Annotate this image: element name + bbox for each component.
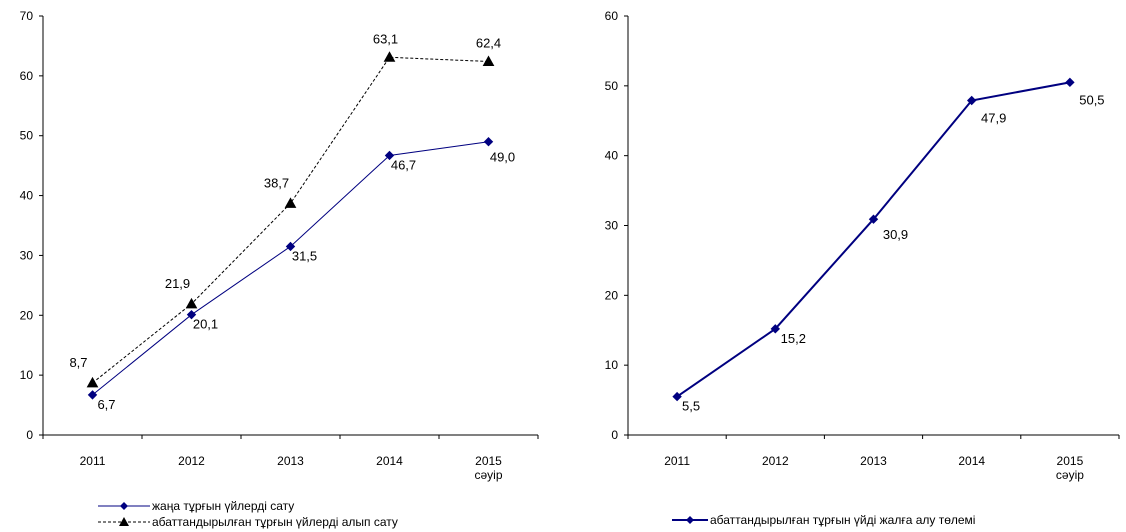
series-line [676,81,1071,398]
data-label: 21,9 [165,276,190,291]
y-tick-label: 40 [605,149,619,163]
x-tick-label: 2013 [860,454,887,468]
x-tick-label: 2011 [80,454,106,468]
y-tick-label: 50 [20,129,34,143]
x-tick-label: 2015 сәуір [474,454,502,482]
data-label: 46,7 [391,157,416,172]
x-tick-label: 2014 [958,454,985,468]
data-label: 20,1 [193,317,218,332]
data-point [483,136,494,147]
y-tick-label: 0 [611,428,618,442]
legend-marker [120,502,128,510]
y-tick-label: 0 [26,428,33,442]
data-point [384,150,395,161]
data-point [482,55,495,66]
y-tick-label: 10 [605,358,619,372]
data-point [87,390,98,400]
data-point [284,197,297,208]
x-tick-label: 2015 сәуір [1056,454,1084,482]
y-tick-label: 60 [605,9,619,23]
legend-marker [686,516,694,524]
data-point [185,297,198,309]
series-line [92,56,489,384]
chart-2: 0 10 20 30 40 50 60 2011 2012 2013 2014 2015 сәуір 5,… [605,9,1120,527]
data-point [868,214,879,224]
data-label: 47,9 [981,110,1006,125]
series-line [92,141,489,396]
data-label: 5,5 [682,399,700,414]
x-tick-label: 2014 [376,454,403,468]
y-tick-label: 30 [605,219,619,233]
y-tick-label: 60 [20,69,34,83]
x-tick-label: 2011 [664,454,690,468]
chart-1: 0 10 20 30 40 50 60 70 2011 2012 2013 2014 2015 сәуір… [20,9,539,529]
data-label: 15,2 [781,331,806,346]
data-label: 38,7 [264,175,289,190]
y-tick-label: 10 [20,368,34,382]
y-tick-label: 40 [20,189,34,203]
y-tick-label: 70 [20,9,34,23]
data-point [383,51,396,62]
legend-label: жаңа тұрғын үйлерді сату [152,499,294,513]
data-label: 49,0 [490,150,515,165]
x-tick-label: 2012 [178,454,205,468]
y-tick-label: 20 [20,308,34,322]
data-label: 62,4 [476,35,501,50]
data-point [966,95,977,106]
data-label: 8,7 [69,355,87,370]
data-label: 50,5 [1079,92,1104,107]
y-tick-label: 50 [605,79,619,93]
y-tick-label: 30 [20,248,34,262]
data-point [672,391,682,402]
legend-marker [119,517,129,526]
data-point [86,376,99,388]
data-label: 63,1 [373,31,398,46]
data-point [1065,77,1075,88]
y-tick-label: 20 [605,288,619,302]
x-tick-label: 2012 [762,454,789,468]
data-point [285,241,296,252]
legend-label: абаттандырылған тұрғын үйді жалға алу тө… [710,513,975,527]
legend-label: абаттандырылған тұрғын үйлерді алып сату [152,515,398,529]
data-label: 31,5 [292,248,317,263]
data-label: 6,7 [97,397,115,412]
x-tick-label: 2013 [277,454,304,468]
data-point [186,309,197,320]
data-point [770,324,781,334]
data-label: 30,9 [883,227,908,242]
